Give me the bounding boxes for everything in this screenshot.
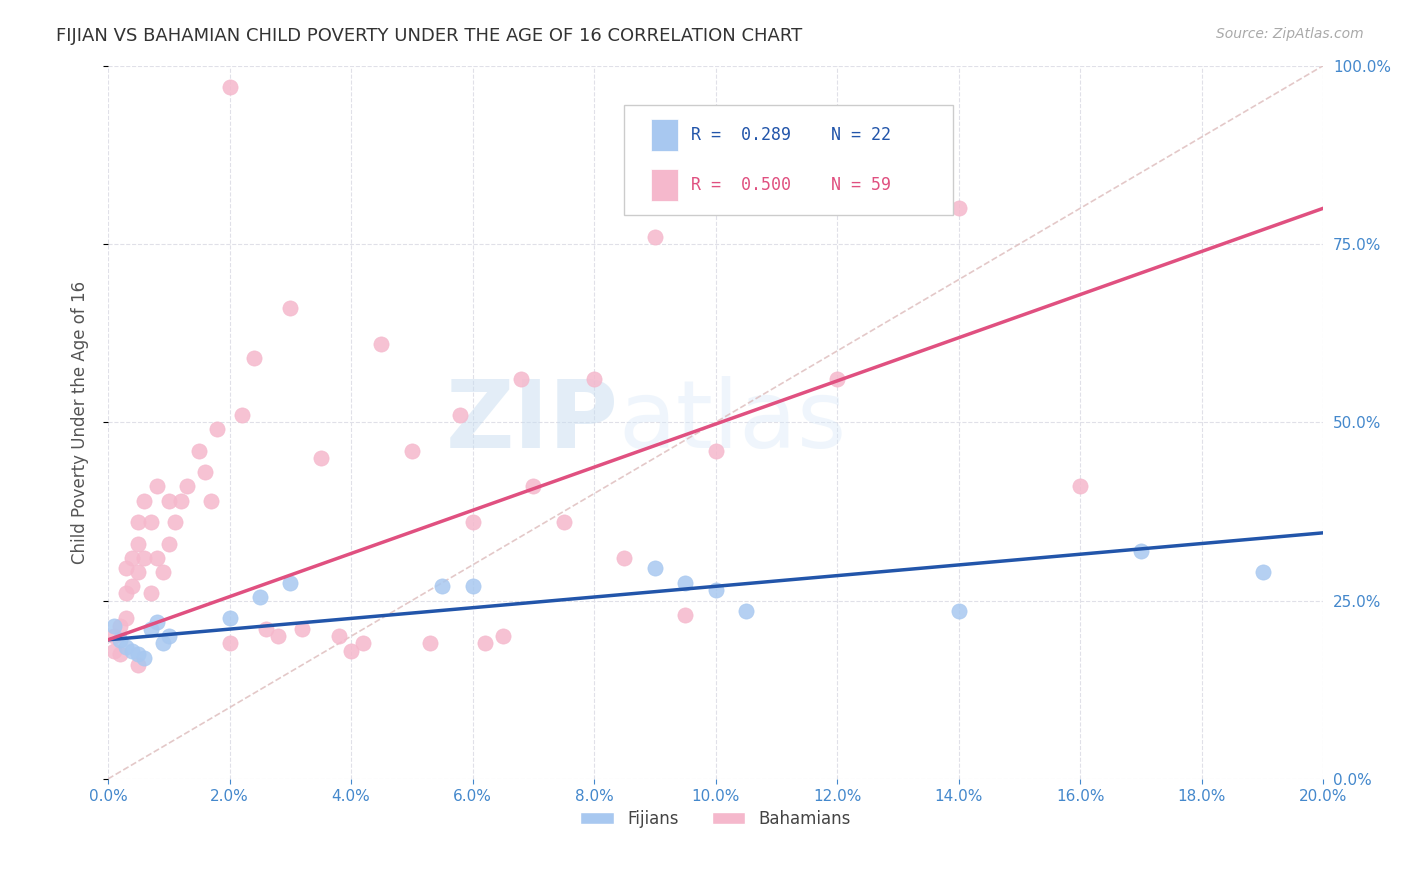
Text: ZIP: ZIP [446,376,619,468]
Point [145,615,167,629]
Text: R =  0.500    N = 59: R = 0.500 N = 59 [692,176,891,194]
Bar [651,120,678,152]
Point [352,636,374,650]
Point [267,629,290,643]
Point [254,622,277,636]
Point [218,611,240,625]
Point [194,465,217,479]
Point [474,636,496,650]
Point [127,536,149,550]
Point [127,657,149,672]
Point [1069,479,1091,493]
Point [103,618,125,632]
Point [644,229,666,244]
Point [673,575,696,590]
Point [103,629,125,643]
Point [121,579,143,593]
Point [340,643,363,657]
Point [735,604,758,618]
Point [401,443,423,458]
Point [461,515,484,529]
Point [176,479,198,493]
Point [419,636,441,650]
Point [108,647,131,661]
Y-axis label: Child Poverty Under the Age of 16: Child Poverty Under the Age of 16 [72,281,89,564]
Point [370,336,392,351]
Point [127,515,149,529]
Point [613,550,636,565]
Point [309,450,332,465]
Point [145,479,167,493]
Point [108,632,131,647]
Point [432,579,454,593]
Point [553,515,575,529]
Point [188,443,211,458]
Point [207,422,229,436]
Point [200,493,222,508]
Point [249,590,271,604]
Text: FIJIAN VS BAHAMIAN CHILD POVERTY UNDER THE AGE OF 16 CORRELATION CHART: FIJIAN VS BAHAMIAN CHILD POVERTY UNDER T… [56,27,803,45]
Point [231,408,253,422]
Point [1130,543,1153,558]
Point [139,586,162,600]
Point [157,536,180,550]
Point [127,565,149,579]
Point [139,622,162,636]
Point [704,582,727,597]
Point [449,408,471,422]
Text: R =  0.289    N = 22: R = 0.289 N = 22 [692,126,891,145]
Point [278,575,301,590]
Point [583,372,606,386]
Point [152,636,174,650]
Point [218,80,240,95]
Point [139,515,162,529]
Point [644,561,666,575]
Point [461,579,484,593]
Point [115,586,138,600]
Point [948,604,970,618]
Point [121,643,143,657]
Bar [651,169,678,201]
FancyBboxPatch shape [624,105,953,215]
Point [948,201,970,215]
Point [163,515,186,529]
Point [145,550,167,565]
Point [108,618,131,632]
Legend: Fijians, Bahamians: Fijians, Bahamians [574,804,858,835]
Point [127,647,149,661]
Point [170,493,193,508]
Point [121,550,143,565]
Point [134,493,156,508]
Point [291,622,314,636]
Point [218,636,240,650]
Point [1251,565,1274,579]
Point [115,640,138,654]
Point [522,479,544,493]
Point [134,650,156,665]
Point [704,443,727,458]
Point [673,607,696,622]
Point [152,565,174,579]
Point [157,629,180,643]
Point [103,643,125,657]
Point [510,372,533,386]
Text: atlas: atlas [619,376,846,468]
Point [243,351,266,365]
Point [492,629,515,643]
Point [134,550,156,565]
Point [157,493,180,508]
Point [328,629,350,643]
Point [825,372,848,386]
Point [278,301,301,315]
Text: Source: ZipAtlas.com: Source: ZipAtlas.com [1216,27,1364,41]
Point [115,561,138,575]
Point [115,611,138,625]
